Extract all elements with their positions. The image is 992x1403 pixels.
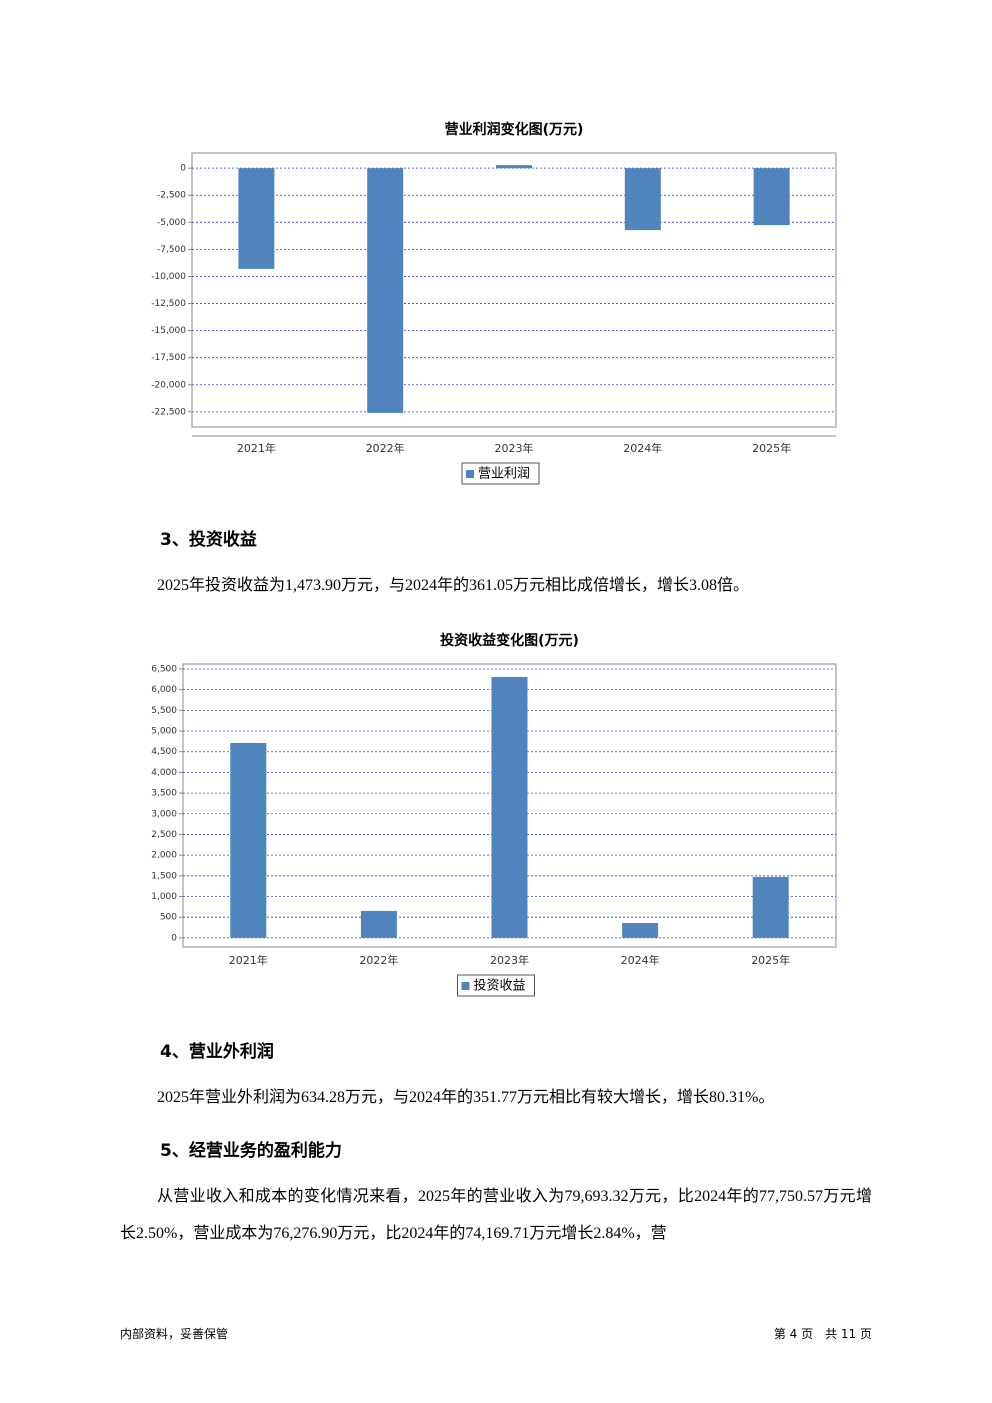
y-tick-label: 4,500 [151,747,177,757]
section-heading: 4、营业外利润 [160,1042,274,1062]
y-tick-label: -15,000 [151,326,186,336]
bar [238,168,275,269]
y-tick-label: -12,500 [151,299,186,309]
y-tick-label: 5,000 [151,727,177,737]
y-tick-label: 2,500 [151,830,177,840]
footer-right: 第 4 页 共 11 页 [773,1327,872,1341]
y-tick-label: 3,000 [151,809,177,819]
paragraph: 从营业收入和成本的变化情况来看，2025年的营业收入为79,693.32万元，比… [120,1188,872,1242]
y-tick-label: 3,500 [151,789,177,799]
y-tick-label: -22,500 [151,407,186,417]
x-tick-label: 2024年 [623,441,662,455]
bar [624,168,661,231]
x-tick-label: 2024年 [621,953,660,967]
y-tick-label: 5,500 [151,706,177,716]
bar [622,922,659,938]
footer-left: 内部资料，妥善保管 [120,1327,229,1341]
y-tick-label: 1,500 [151,871,177,881]
x-tick-label: 2021年 [237,441,276,455]
legend-swatch [461,982,470,990]
y-tick-label: -10,000 [151,272,186,282]
bar [753,168,790,226]
paragraph: 2025年投资收益为1,473.90万元，与2024年的361.05万元相比成倍… [157,577,750,594]
y-tick-label: -17,500 [151,353,186,363]
x-tick-label: 2023年 [495,441,534,455]
plot-area [191,152,837,428]
x-tick-label: 2025年 [752,441,791,455]
x-tick-label: 2023年 [490,953,529,967]
y-tick-label: 500 [160,913,177,923]
x-tick-label: 2021年 [229,953,268,967]
x-tick-label: 2022年 [359,953,398,967]
chart: 投资收益变化图(万元) 0 500 1,000 1,500 2,000 2,500 3,000… [151,632,837,997]
y-tick-label: 0 [171,933,177,943]
paragraph: 2025年营业外利润为634.28万元，与2024年的351.77万元相比有较大… [157,1089,775,1106]
legend-box [461,462,540,485]
x-tick-label: 2022年 [366,441,405,455]
legend-label: 营业利润 [478,467,530,482]
y-tick-label: -7,500 [157,245,186,255]
y-tick-label: -5,000 [157,218,186,228]
bar [360,910,397,938]
legend-swatch [466,470,474,478]
bar [367,168,404,413]
section-heading: 3、投资收益 [160,530,257,550]
y-tick-label: -2,500 [157,191,186,201]
x-tick-label: 2025年 [751,953,790,967]
legend-box [457,974,535,997]
section-heading: 5、经营业务的盈利能力 [160,1141,342,1161]
y-tick-label: 6,000 [151,685,177,695]
chart-title: 营业利润变化图(万元) [445,121,584,138]
bar [752,876,789,938]
legend-label: 投资收益 [474,978,526,994]
y-tick-label: 1,000 [151,892,177,902]
y-tick-label: 2,000 [151,851,177,861]
bar [496,165,532,169]
bar [491,676,528,938]
chart: 营业利润变化图(万元) 0 -2,500 -5,000 -7,500 -10,000 -12… [151,121,837,485]
chart-title: 投资收益变化图(万元) [440,632,579,649]
y-tick-label: -20,000 [151,380,186,390]
y-tick-label: 0 [180,164,186,174]
y-tick-label: 6,500 [151,664,177,674]
y-tick-label: 4,000 [151,768,177,778]
bar [230,743,267,938]
